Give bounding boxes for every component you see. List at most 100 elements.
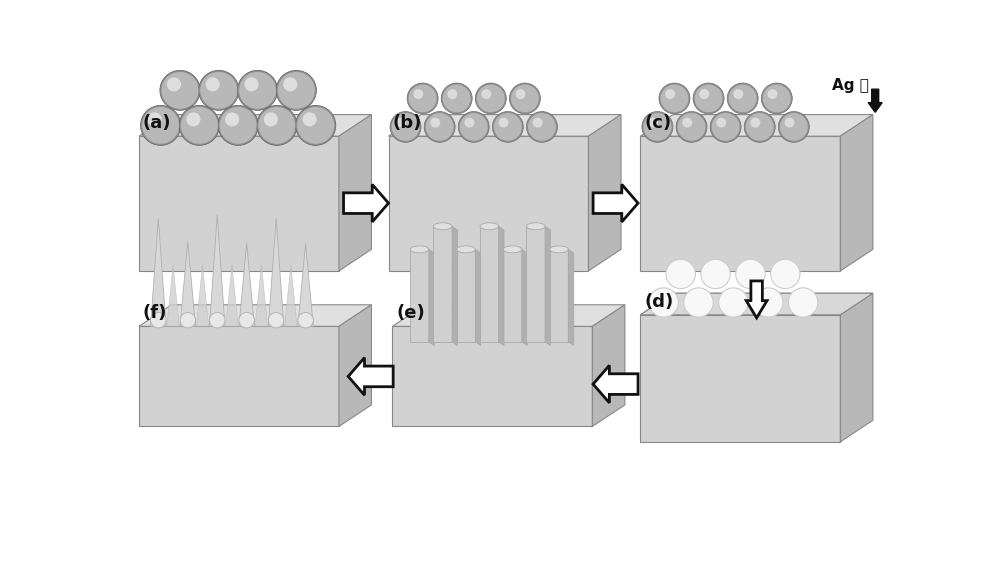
Polygon shape xyxy=(139,327,339,426)
Polygon shape xyxy=(298,243,313,327)
Circle shape xyxy=(167,78,181,91)
Polygon shape xyxy=(392,305,625,327)
Polygon shape xyxy=(640,293,873,315)
Circle shape xyxy=(407,83,438,114)
Circle shape xyxy=(278,72,315,109)
Text: Ag 膜: Ag 膜 xyxy=(832,78,869,93)
Circle shape xyxy=(430,117,440,128)
Polygon shape xyxy=(196,264,209,327)
Polygon shape xyxy=(640,293,873,315)
Circle shape xyxy=(148,112,162,127)
Polygon shape xyxy=(388,115,621,136)
Circle shape xyxy=(682,117,692,128)
Circle shape xyxy=(225,112,239,127)
Ellipse shape xyxy=(410,246,429,253)
Text: (a): (a) xyxy=(143,115,171,132)
Polygon shape xyxy=(545,226,550,345)
Circle shape xyxy=(509,83,540,114)
Circle shape xyxy=(516,89,526,99)
Circle shape xyxy=(511,84,539,112)
Circle shape xyxy=(780,113,808,141)
Circle shape xyxy=(649,288,678,317)
Polygon shape xyxy=(550,249,568,342)
Polygon shape xyxy=(209,215,225,327)
Polygon shape xyxy=(746,281,767,318)
Polygon shape xyxy=(475,249,481,345)
Circle shape xyxy=(475,83,506,114)
Circle shape xyxy=(736,259,765,288)
Circle shape xyxy=(642,112,673,142)
Circle shape xyxy=(218,105,258,145)
Circle shape xyxy=(676,112,707,142)
Circle shape xyxy=(778,112,809,142)
Circle shape xyxy=(678,113,705,141)
Polygon shape xyxy=(339,305,371,426)
Polygon shape xyxy=(868,89,882,112)
Circle shape xyxy=(303,112,317,127)
Polygon shape xyxy=(840,293,873,442)
Polygon shape xyxy=(285,264,297,327)
Polygon shape xyxy=(592,305,625,426)
Circle shape xyxy=(699,89,709,99)
Polygon shape xyxy=(151,218,166,327)
Circle shape xyxy=(186,112,200,127)
Circle shape xyxy=(458,112,489,142)
Circle shape xyxy=(684,288,713,317)
Circle shape xyxy=(179,105,220,145)
Text: (c): (c) xyxy=(644,115,671,132)
Ellipse shape xyxy=(433,223,452,230)
Circle shape xyxy=(771,259,800,288)
Polygon shape xyxy=(433,226,452,342)
Circle shape xyxy=(665,89,675,99)
Polygon shape xyxy=(526,226,545,342)
Circle shape xyxy=(693,83,724,114)
Circle shape xyxy=(396,117,406,128)
Ellipse shape xyxy=(526,223,545,230)
Circle shape xyxy=(258,107,295,144)
Circle shape xyxy=(257,105,297,145)
Circle shape xyxy=(413,89,423,99)
Circle shape xyxy=(296,105,336,145)
Circle shape xyxy=(719,288,748,317)
Circle shape xyxy=(528,113,556,141)
Circle shape xyxy=(727,83,758,114)
Circle shape xyxy=(160,70,200,111)
Circle shape xyxy=(392,113,420,141)
Circle shape xyxy=(447,89,457,99)
Circle shape xyxy=(695,84,723,112)
Polygon shape xyxy=(268,218,284,327)
Circle shape xyxy=(729,84,757,112)
Circle shape xyxy=(424,112,455,142)
Circle shape xyxy=(661,84,688,112)
Circle shape xyxy=(744,112,775,142)
Circle shape xyxy=(492,112,523,142)
Polygon shape xyxy=(180,242,196,327)
Circle shape xyxy=(206,78,220,91)
Polygon shape xyxy=(339,115,371,271)
Polygon shape xyxy=(452,226,457,345)
Circle shape xyxy=(733,89,743,99)
Circle shape xyxy=(239,72,276,109)
Circle shape xyxy=(298,312,313,328)
Circle shape xyxy=(648,117,658,128)
Circle shape xyxy=(443,84,471,112)
Polygon shape xyxy=(640,115,873,136)
Circle shape xyxy=(180,312,196,328)
Polygon shape xyxy=(593,184,638,222)
Circle shape xyxy=(533,117,543,128)
Text: (f): (f) xyxy=(143,304,167,323)
Circle shape xyxy=(643,113,671,141)
Polygon shape xyxy=(139,305,371,327)
Circle shape xyxy=(499,117,508,128)
Circle shape xyxy=(200,72,237,109)
Circle shape xyxy=(482,89,491,99)
Circle shape xyxy=(526,112,557,142)
Ellipse shape xyxy=(457,246,475,253)
Circle shape xyxy=(746,113,774,141)
Circle shape xyxy=(142,107,179,144)
Text: (e): (e) xyxy=(396,304,425,323)
Circle shape xyxy=(763,84,791,112)
Circle shape xyxy=(181,107,218,144)
Polygon shape xyxy=(499,226,504,345)
Circle shape xyxy=(464,117,474,128)
